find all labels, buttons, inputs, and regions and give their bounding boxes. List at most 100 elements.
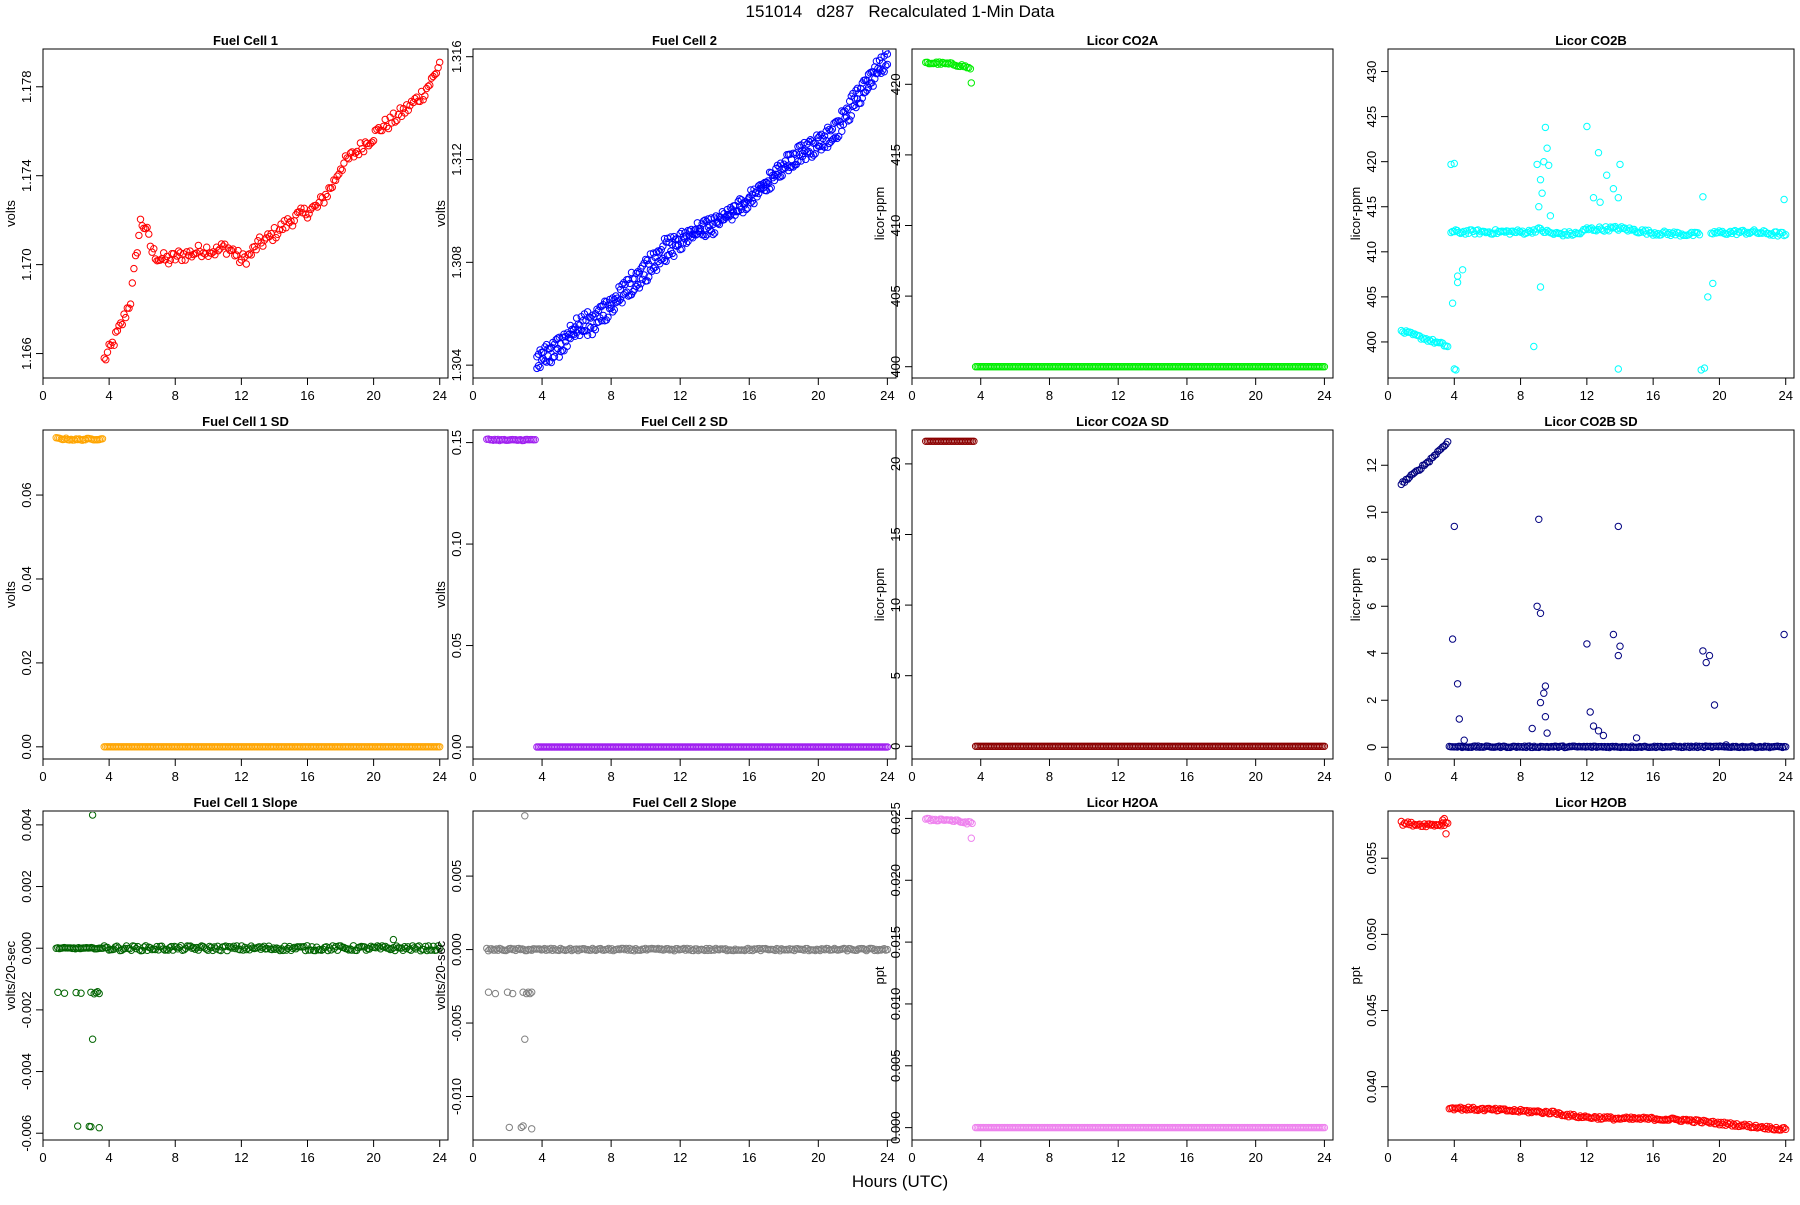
data-point [1614,365,1623,373]
data-point [762,178,771,187]
x-tick-label: 12 [673,388,687,403]
data-point [515,944,523,953]
data-point [110,341,118,349]
x-tick-label: 24 [1317,1150,1331,1165]
data-point [203,243,211,251]
data-point [126,300,135,308]
data-point [850,94,859,102]
data-point [1742,230,1750,238]
data-point [750,199,758,208]
data-point [1568,1112,1576,1120]
data-point [635,284,644,292]
x-tick-label: 20 [366,769,380,784]
data-point [1409,822,1417,830]
data-point [301,946,310,955]
data-point [1424,337,1432,345]
data-point [531,436,539,444]
data-point [217,240,226,248]
data-point [77,989,85,997]
data-point [842,104,851,112]
data-point [135,231,143,240]
data-point [1654,229,1662,238]
y-tick-label: 1.170 [19,248,34,281]
data-point [577,326,585,334]
data-point [1453,278,1462,287]
data-point [554,334,562,342]
data-point [1722,741,1730,749]
data-point [618,299,626,307]
data-point [1439,819,1447,827]
data-point [381,115,389,124]
data-point [536,363,544,372]
data-point [118,320,127,329]
y-tick-label: 0.000 [888,1111,903,1144]
data-point [838,127,846,136]
x-tick-label: 0 [469,1150,476,1165]
y-tick-label: 405 [888,285,903,307]
y-axis-label: licor-ppm [872,568,887,621]
data-point [816,142,824,151]
data-point [657,246,665,254]
y-tick-label: 410 [1364,241,1379,263]
y-tick-label: 420 [1364,151,1379,173]
y-axis-label: volts/20-sec [3,940,18,1010]
data-point [389,935,398,944]
data-point [323,192,331,201]
data-point [363,139,371,148]
y-tick-label: -0.010 [449,1078,464,1115]
data-point [1725,229,1733,237]
data-point [825,125,833,134]
data-point [117,319,125,327]
x-tick-label: 24 [880,388,894,403]
data-point [1460,736,1468,744]
y-axis-label: ppt [1348,966,1363,984]
data-point [1320,363,1329,371]
y-axis-label: licor-ppm [872,187,887,240]
data-point [700,231,708,239]
x-tick-label: 8 [172,1150,179,1165]
data-point [526,989,534,998]
x-tick-label: 4 [538,769,545,784]
data-point [1682,1115,1691,1124]
data-point [696,224,705,233]
y-tick-label: 0.000 [449,933,464,966]
data-point [613,294,622,302]
data-point [336,165,345,173]
data-point [871,75,879,83]
data-point [98,944,107,952]
data-point [1444,342,1452,351]
y-tick-label: 6 [1364,603,1379,610]
data-point [1709,279,1717,288]
data-point [125,304,133,312]
data-point [583,308,592,316]
data-point [749,946,757,955]
x-tick-label: 16 [1646,388,1660,403]
data-point [1614,522,1623,531]
y-axis-label: licor-ppm [1348,187,1363,240]
x-tick-label: 4 [1451,1150,1458,1165]
data-point [968,819,976,828]
data-point [755,182,763,190]
data-point [1589,194,1598,202]
data-point [711,229,719,237]
point-layer [1397,438,1790,752]
data-point [1603,171,1611,179]
plot-frame [42,48,449,379]
data-point [844,117,852,125]
data-point [303,214,312,222]
data-point [1652,231,1661,239]
y-tick-label: 0.06 [19,482,34,507]
x-tick-label: 8 [172,769,179,784]
data-point [244,251,252,259]
data-point [880,945,888,953]
x-tick-label: 8 [1046,1150,1053,1165]
data-point [183,248,191,256]
data-point [706,221,714,230]
y-tick-label: 1.174 [19,159,34,192]
data-point [861,76,870,84]
data-point [1581,1112,1589,1120]
data-point [389,109,398,117]
x-tick-label: 24 [433,769,447,784]
x-tick-label: 0 [908,1150,915,1165]
data-point [524,988,532,996]
